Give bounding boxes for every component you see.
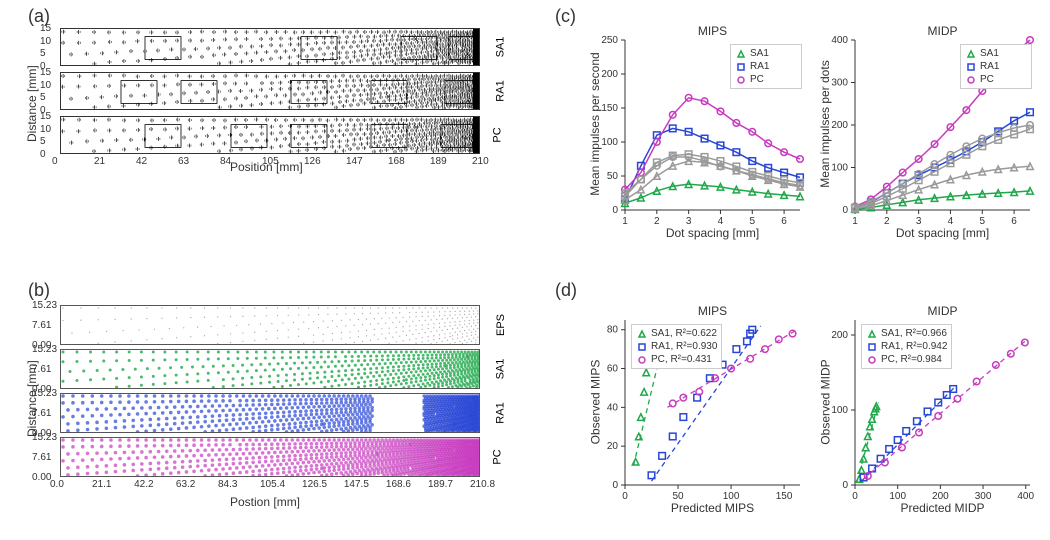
panel-b-track-label-RA1: RA1 — [495, 402, 507, 423]
panel-b-track-SA1 — [60, 349, 480, 389]
panel-c-chart-MIDP: MIDP1234560100200300400Dot spacing [mm]M… — [855, 40, 1030, 210]
panel-b-track-label-EPS: EPS — [495, 314, 507, 336]
panel-d-chart-MIPS: MIPS050100150020406080Predicted MIPSObse… — [625, 320, 800, 485]
panel-a-track-PC — [60, 116, 480, 154]
chart-legend: SA1RA1PC — [730, 44, 802, 89]
panel-b-label: (b) — [28, 280, 50, 301]
panel-b-track-PC — [60, 437, 480, 477]
panel-b-xlabel: Postion [mm] — [230, 495, 300, 509]
panel-a-track-SA1 — [60, 28, 480, 66]
chart-title: MIDP — [855, 24, 1030, 38]
panel-b-track-EPS — [60, 305, 480, 345]
chart-legend: SA1, R²=0.966RA1, R²=0.942PC, R²=0.984 — [861, 324, 952, 369]
panel-d-label: (d) — [555, 280, 577, 301]
panel-a-ylabel: Distance [mm] — [25, 42, 39, 142]
chart-legend: SA1RA1PC — [960, 44, 1032, 89]
chart-legend: SA1, R²=0.622RA1, R²=0.930PC, R²=0.431 — [631, 324, 722, 369]
panel-b-track-label-SA1: SA1 — [494, 359, 506, 380]
panel-a-track-label-PC: PC — [492, 127, 504, 142]
panel-c-label: (c) — [555, 6, 576, 27]
chart-title: MIPS — [625, 24, 800, 38]
panel-a-track-label-SA1: SA1 — [494, 37, 506, 58]
panel-d-chart-MIDP: MIDP01002003004000100200Predicted MIDPOb… — [855, 320, 1030, 485]
panel-a-xlabel: Position [mm] — [230, 160, 303, 174]
chart-title: MIDP — [855, 304, 1030, 318]
panel-c-chart-MIPS: MIPS123456050100150200250Dot spacing [mm… — [625, 40, 800, 210]
chart-title: MIPS — [625, 304, 800, 318]
panel-a-track-RA1 — [60, 72, 480, 110]
panel-a-track-label-RA1: RA1 — [495, 80, 507, 101]
panel-b-track-RA1 — [60, 393, 480, 433]
panel-b-track-label-PC: PC — [492, 449, 504, 464]
